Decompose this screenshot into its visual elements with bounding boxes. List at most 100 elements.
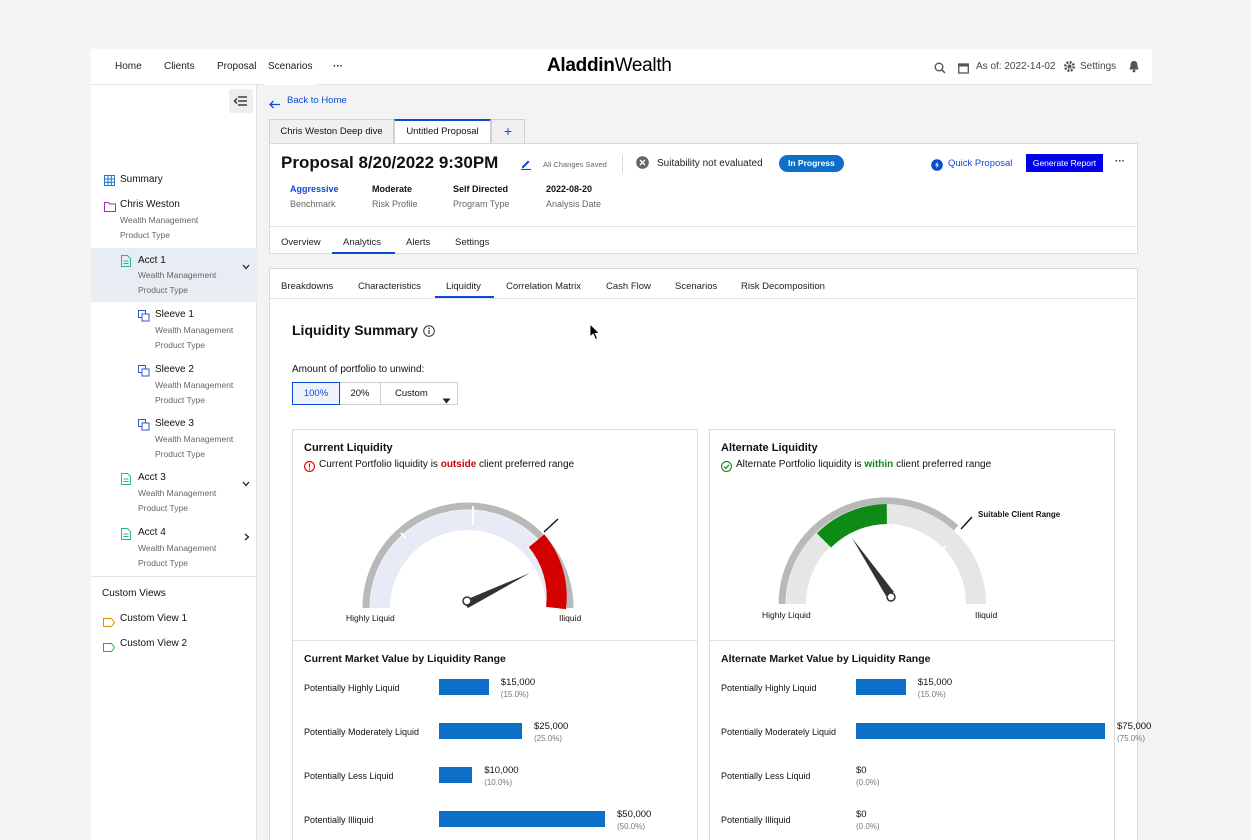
alert-icon <box>304 459 315 477</box>
bar-percent: (25.0%) <box>534 734 563 743</box>
bar-value: $15,000 <box>917 677 953 688</box>
tab-settings[interactable]: Settings <box>455 237 490 248</box>
bell-icon[interactable] <box>1128 60 1140 73</box>
bar-value: $75,000 <box>1117 721 1152 732</box>
back-label: Back to Home <box>287 95 347 106</box>
quick-proposal-icon <box>931 158 943 176</box>
info-icon[interactable] <box>423 324 435 342</box>
nav-clients[interactable]: Clients <box>164 61 195 72</box>
mouse-cursor-icon <box>589 323 601 341</box>
gauge-right-label: Iliquid <box>559 613 582 623</box>
tab-liquidity[interactable]: Liquidity <box>446 281 481 292</box>
meta-value: 2022-08-20 <box>546 184 593 194</box>
tab-characteristics[interactable]: Characteristics <box>358 281 421 292</box>
tab-active-underline <box>332 252 395 254</box>
proposal-title: Proposal 8/20/2022 9:30PM <box>281 153 499 172</box>
tab-alerts[interactable]: Alerts <box>406 237 431 248</box>
tab-cash-flow[interactable]: Cash Flow <box>606 281 651 292</box>
gauge-left-label: Highly Liquid <box>762 610 811 620</box>
value-bar[interactable] <box>439 723 522 739</box>
tab-breakdowns[interactable]: Breakdowns <box>281 281 334 292</box>
tab-overview[interactable]: Overview <box>281 237 321 248</box>
tab-risk-decomposition[interactable]: Risk Decomposition <box>741 281 825 292</box>
tab-analytics[interactable]: Analytics <box>343 237 382 248</box>
bar-percent: (0.0%) <box>856 778 880 787</box>
nav-scenarios[interactable]: Scenarios <box>264 49 317 85</box>
account-type: Product Type <box>138 503 188 513</box>
current-mv-title: Current Market Value by Liquidity Range <box>304 653 506 665</box>
chevron-down-icon[interactable] <box>242 474 250 492</box>
value-bar[interactable] <box>439 679 489 695</box>
chevron-right-icon[interactable] <box>244 528 250 546</box>
meta-benchmark: Aggressive Benchmark <box>290 184 339 209</box>
more-options-button[interactable]: ··· <box>1115 156 1125 167</box>
save-status: All Changes Saved <box>543 160 607 169</box>
sleeve-name: Sleeve 3 <box>155 418 194 429</box>
suitable-range-label: Suitable Client Range <box>978 510 1061 519</box>
calendar-icon <box>958 61 969 74</box>
doc-tab-untitled[interactable]: Untitled Proposal <box>394 119 491 144</box>
nav-proposals[interactable]: Proposals <box>217 61 257 72</box>
meta-label: Benchmark <box>290 199 336 209</box>
copy-icon <box>138 364 150 382</box>
alternate-liquidity-title: Alternate Liquidity <box>721 442 818 454</box>
search-icon[interactable] <box>934 61 946 74</box>
generate-report-button[interactable]: Generate Report <box>1026 154 1103 172</box>
account-name: Acct 1 <box>138 255 166 266</box>
tab-scenarios[interactable]: Scenarios <box>675 281 718 292</box>
top-bar: Home Clients Proposals Scenarios ··· Ala… <box>91 49 1152 85</box>
quick-proposal-link[interactable]: Quick Proposal <box>948 158 1013 169</box>
analytics-tabs-divider <box>270 298 1137 299</box>
row-label: Potentially Moderately Liquid <box>304 727 420 737</box>
arrow-left-icon <box>269 96 281 114</box>
sidebar-divider <box>91 576 257 577</box>
nav-more-button[interactable]: ··· <box>333 61 343 72</box>
sidebar-item-acct-1[interactable]: Acct 1 Wealth Management Product Type <box>91 248 257 302</box>
sleeve-subtitle: Wealth Management <box>155 434 234 444</box>
edit-icon[interactable] <box>520 157 532 175</box>
nav-home[interactable]: Home <box>115 61 142 72</box>
sidebar: Summary Chris Weston Wealth Management P… <box>91 85 257 840</box>
current-liquidity-gauge <box>362 502 574 610</box>
value-bar[interactable] <box>856 723 1105 739</box>
close-circle-icon <box>636 156 649 174</box>
unwind-option-100[interactable]: 100% <box>292 382 340 405</box>
unwind-option-custom[interactable]: Custom <box>395 388 428 399</box>
meta-risk-profile: Moderate Risk Profile <box>372 184 418 209</box>
tag-icon <box>103 639 116 657</box>
doc-tab-chris[interactable]: Chris Weston Deep dive <box>269 119 394 143</box>
gear-icon[interactable] <box>1063 60 1076 73</box>
tab-correlation-matrix[interactable]: Correlation Matrix <box>506 281 581 292</box>
as-of-date[interactable]: As of: 2022-14-02 <box>976 61 1056 72</box>
status-badge: In Progress <box>779 155 844 172</box>
caret-down-icon[interactable] <box>442 391 451 409</box>
copy-icon <box>138 309 150 327</box>
account-type: Product Type <box>138 558 188 568</box>
unwind-toggle: 100% 20% Custom <box>292 382 458 405</box>
bar-value: $15,000 <box>500 677 536 688</box>
main-content: Back to Home Chris Weston Deep dive Unti… <box>258 85 1152 840</box>
meta-label: Analysis Date <box>546 199 602 209</box>
gauge-right-label: Iliquid <box>975 610 998 620</box>
bar-value: $10,000 <box>484 765 519 776</box>
collapse-sidebar-button[interactable] <box>229 89 253 113</box>
value-bar[interactable] <box>439 811 605 827</box>
value-bar[interactable] <box>856 679 906 695</box>
unwind-option-20[interactable]: 20% <box>340 383 381 404</box>
value-bar[interactable] <box>439 767 473 783</box>
add-tab-button[interactable]: + <box>491 119 525 143</box>
chevron-down-icon[interactable] <box>242 257 250 275</box>
card-divider <box>293 640 697 641</box>
meta-label: Program Type <box>453 199 510 209</box>
account-name: Acct 4 <box>138 527 166 538</box>
sleeve-type: Product Type <box>155 395 205 405</box>
account-name: Acct 3 <box>138 472 166 483</box>
settings-link[interactable]: Settings <box>1080 61 1117 72</box>
document-icon <box>121 527 131 545</box>
alternate-liquidity-gauge <box>778 497 986 605</box>
alternate-liquidity-message: Alternate Portfolio liquidity is within … <box>736 459 992 470</box>
account-subtitle: Wealth Management <box>138 543 217 553</box>
current-liquidity-card: Current Liquidity Current Portfolio liqu… <box>292 429 698 840</box>
bar-value: $0 <box>856 765 867 776</box>
alternate-liquidity-card: Alternate Liquidity Alternate Portfolio … <box>709 429 1151 840</box>
